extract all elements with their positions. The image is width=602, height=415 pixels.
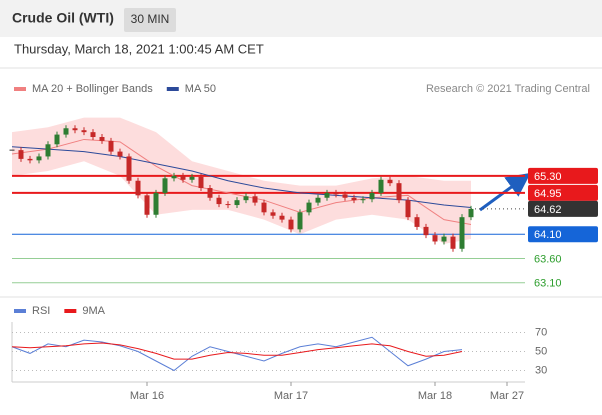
candle [18, 150, 24, 159]
title: Crude Oil (WTI) [12, 10, 114, 26]
candle [171, 175, 177, 179]
level-label: 64.62 [534, 204, 562, 216]
candle [27, 158, 33, 161]
candle [234, 200, 240, 206]
legend-label: 9MA [82, 305, 105, 317]
candle [180, 175, 186, 180]
rsi-line [11, 336, 463, 372]
legend-label: RSI [32, 305, 50, 317]
forecast-arrow [479, 172, 531, 212]
candle [405, 200, 411, 218]
candle [243, 196, 249, 201]
header-bar [0, 0, 602, 37]
level-label-box [528, 200, 598, 217]
candle [135, 180, 141, 196]
candle [261, 202, 267, 213]
candle [162, 178, 168, 193]
legend-swatch [64, 309, 77, 313]
candle [279, 215, 285, 220]
level-label: 64.95 [534, 188, 562, 200]
candle [414, 217, 420, 227]
level-label-box [528, 167, 598, 184]
candle [207, 188, 213, 198]
candle [117, 151, 123, 157]
y-tick-label: 50 [535, 345, 547, 357]
candle [342, 194, 348, 198]
candle [396, 183, 402, 201]
candle [378, 179, 384, 193]
candle [45, 144, 51, 157]
candle [387, 179, 393, 184]
level-label-box [528, 184, 598, 201]
candle [144, 195, 150, 215]
candle [360, 199, 366, 201]
candle [369, 192, 375, 200]
candle [432, 235, 438, 242]
candle [324, 192, 330, 198]
bollinger-band [12, 117, 471, 244]
level-label: 63.10 [534, 278, 562, 290]
candle [99, 137, 105, 141]
interval-tag[interactable] [124, 8, 176, 32]
candle [351, 197, 357, 201]
candle [72, 128, 78, 131]
candle [270, 212, 276, 216]
candle [450, 236, 456, 249]
credit: Research © 2021 Trading Central [426, 83, 590, 95]
candle [306, 202, 312, 213]
candle [468, 208, 474, 218]
candle [189, 176, 195, 180]
candle [297, 212, 303, 230]
legend-label: MA 20 + Bollinger Bands [32, 83, 153, 95]
candle [90, 132, 96, 138]
x-tick-label: Mar 17 [274, 390, 308, 402]
candle [333, 192, 339, 195]
legend-swatch [14, 309, 26, 313]
candle [36, 156, 42, 161]
legend-swatch [166, 87, 179, 91]
legend-swatch [14, 87, 26, 91]
candle [63, 128, 69, 135]
level-label-box [528, 226, 598, 243]
candle [423, 226, 429, 236]
ma-line [11, 146, 472, 208]
interval[interactable]: 30 MIN [131, 12, 170, 26]
level-label: 65.30 [534, 171, 562, 183]
candle [54, 134, 60, 145]
y-tick-label: 70 [535, 326, 547, 338]
candle [81, 130, 87, 133]
candle [288, 219, 294, 230]
level-label: 63.60 [534, 253, 562, 265]
candle [198, 176, 204, 189]
candle [225, 204, 231, 206]
x-tick-label: Mar 27 [490, 390, 524, 402]
candle [441, 236, 447, 242]
candle [315, 197, 321, 203]
candle [252, 196, 258, 203]
rsi-line [11, 342, 463, 360]
candle [459, 217, 465, 249]
legend-label: MA 50 [185, 83, 216, 95]
timestamp: Thursday, March 18, 2021 1:00:45 AM CET [14, 41, 264, 56]
candle [216, 197, 222, 205]
candle [126, 156, 132, 181]
candle [153, 192, 159, 215]
candle [108, 140, 114, 152]
level-label: 64.10 [534, 229, 562, 241]
x-tick-label: Mar 18 [418, 390, 452, 402]
y-tick-label: 30 [535, 364, 547, 376]
x-tick-label: Mar 16 [130, 390, 164, 402]
